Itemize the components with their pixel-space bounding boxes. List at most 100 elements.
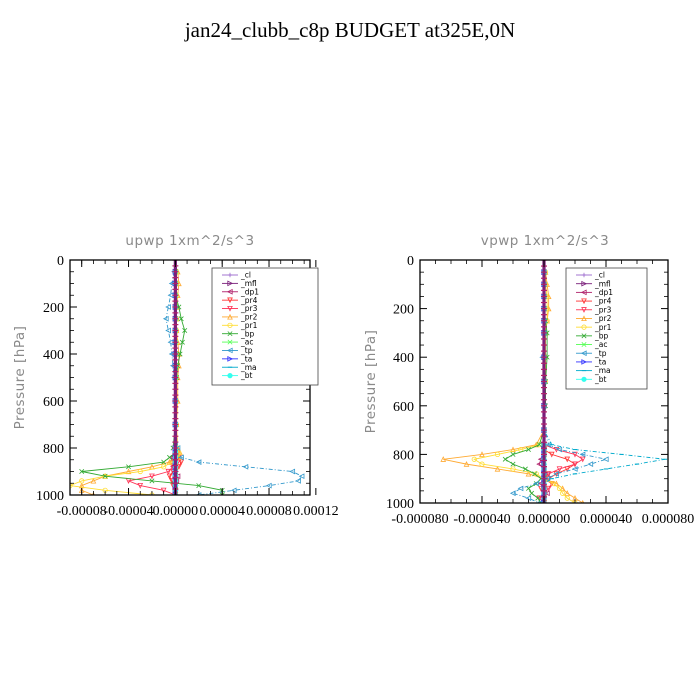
data-point-tp [178,454,184,461]
y-tick-label: 200 [43,301,64,316]
data-point-bp [167,454,172,460]
y-tick-label: 1000 [36,489,64,504]
y-tick-label: 600 [393,400,414,415]
data-point-pr2 [440,456,447,462]
y-tick-label: 800 [43,442,64,457]
legend-marker [226,288,233,295]
legend-box [565,267,648,390]
data-point-pr2 [463,461,470,467]
data-point-tp [587,461,594,467]
data-point-pr1 [79,478,85,484]
legend-label: _pr2 [240,313,258,322]
legend-marker [227,355,234,362]
x-tick-label: 0.00004 [199,504,245,519]
data-point-pr1 [550,480,556,487]
data-point-pr4 [548,451,555,458]
legend-marker [581,298,587,305]
data-point-pr2 [564,490,571,496]
legend-label: _ma [594,366,611,375]
legend-marker [581,324,587,330]
series-line-pr1 [473,272,576,503]
legend-marker [581,280,588,287]
data-point-tp [544,475,550,482]
legend-marker [227,297,233,304]
legend-label: _dp1 [594,288,613,297]
x-tick-label: 0.000040 [580,512,633,527]
data-point-bp [502,456,508,462]
data-point-bp [510,451,516,457]
y-tick-label: 400 [43,348,64,363]
data-point-tp [579,451,586,458]
data-point-pr3 [160,487,167,494]
series-line-tp [511,272,608,503]
legend-marker [227,272,233,278]
data-point-tp [242,463,249,470]
data-point-tp [167,292,174,299]
data-point-bp [526,447,531,453]
legend: _cl_mfl_dp1_pr4_pr3_pr2_pr1_bp_ac_tp_ta_… [211,267,319,386]
x-tick-label: 0.00000 [153,504,199,519]
legend-label: _pr3 [240,304,258,313]
data-point-bp [526,485,531,491]
data-point-bp [149,478,155,484]
legend-marker [581,359,588,365]
legend-label: _tp [594,349,607,358]
data-point-tp [517,485,524,492]
data-point-bp [536,442,542,448]
legend-marker [581,315,587,322]
legend-label: _bt [594,375,607,384]
data-point-pr3 [556,466,563,473]
legend-label: _ta [240,354,252,363]
vpwp-panel: vpwp 1xm^2/s^3 Pressure [hPa] 0 200 400 600 80… [363,233,694,527]
legend-label: _ta [594,358,606,367]
data-point-pr1 [471,456,477,462]
data-point-bp [529,490,535,496]
data-point-bp [182,328,188,333]
data-point-tp [553,470,559,477]
data-point-bp [177,351,183,357]
legend-label: _pr1 [594,323,612,332]
legend-label: _pr2 [594,314,612,323]
legend-marker [581,307,587,313]
y-tick-label: 1000 [386,497,414,512]
x-tick-label: -0.000040 [453,512,510,527]
data-point-pr3 [572,461,578,468]
legend-marker [581,333,587,339]
data-point-pr3 [545,471,552,477]
legend-marker [227,322,233,328]
data-point-tp [295,478,301,484]
legend-label: _bp [594,331,609,340]
figure-title: jan24_clubb_c8p BUDGET at325E,0N [184,18,516,42]
y-tick-label: 800 [393,448,414,463]
data-point-pr3 [165,468,172,475]
legend-marker [226,347,233,354]
y-tick-label: 0 [57,254,64,269]
data-point-pr4 [553,471,560,477]
data-point-tp [195,459,202,465]
data-point-pr2 [510,446,516,453]
legend-marker [227,313,233,320]
x-tick-label: 0.00008 [246,504,292,519]
legend-label: _bp [240,329,255,338]
data-point-pr3 [572,451,578,458]
data-point-bp [178,316,184,322]
legend-label: _tp [240,346,253,355]
legend: _cl_mfl_dp1_pr4_pr3_pr2_pr1_bp_ac_tp_ta_… [565,267,648,390]
data-point-tp [533,480,539,487]
legend-marker [227,373,233,379]
legend-label: _cl [240,271,251,280]
data-point-tp [265,482,272,489]
data-point-pr4 [564,456,571,463]
data-point-bp [535,495,541,501]
legend-label: _pr4 [240,296,258,305]
upwp-panel: upwp 1xm^2/s^3 Pressure [hPa] 0 200 400 600 80… [12,233,339,519]
legend-marker [581,376,587,382]
x-tick-label: 0.00012 [293,504,339,519]
y-tick-label: 600 [43,395,64,410]
legend-marker [227,280,234,287]
y-axis-label: Pressure [hPa] [12,326,28,430]
data-point-tp [509,490,516,497]
data-point-bp [161,459,167,465]
data-point-pr2 [479,451,485,457]
